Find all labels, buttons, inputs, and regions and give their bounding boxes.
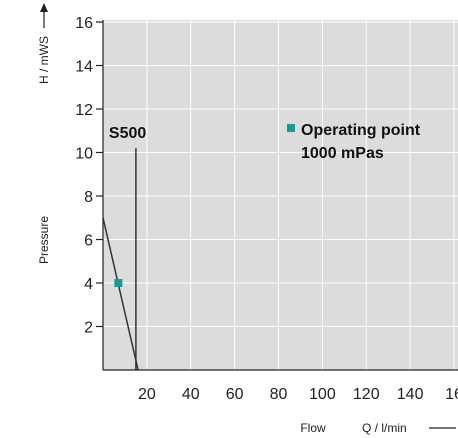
y-axis-arrow-head — [40, 3, 48, 12]
x-tick-label-4: 100 — [309, 386, 336, 403]
y-tick-label-3: 8 — [84, 189, 93, 206]
y-tick-label-6: 14 — [75, 59, 93, 76]
plot-area — [103, 20, 458, 370]
axes — [96, 20, 458, 371]
operating-point-marker — [114, 279, 123, 287]
operating-point-legend-viscosity: 1000 mPas — [301, 145, 384, 162]
y-tick-label-4: 10 — [75, 146, 93, 163]
x-tick-label-5: 120 — [353, 386, 380, 403]
x-tick-label-7: 16 — [445, 386, 458, 403]
x-tick-label-2: 60 — [226, 386, 244, 403]
y-tick-label-0: 2 — [84, 320, 93, 337]
operating-point-legend-marker — [287, 124, 295, 132]
x-tick-label-6: 140 — [397, 386, 424, 403]
curve-label-s500: S500 — [109, 125, 146, 142]
x-tick-label-0: 20 — [138, 386, 156, 403]
y-tick-label-5: 12 — [75, 102, 93, 119]
x-axis-unit-label: Q / l/min — [362, 421, 407, 435]
tick-labels: 2 4 6 8 10 12 14 16 20 40 60 80 100 120 140 16 — [75, 15, 458, 403]
series-layer — [102, 148, 139, 371]
y-tick-label-7: 16 — [75, 15, 93, 32]
x-tick-label-3: 80 — [270, 386, 288, 403]
operating-point-legend-label: Operating point — [301, 122, 421, 139]
y-axis-name-label: Pressure — [37, 216, 51, 264]
x-axis-name-label: Flow — [300, 421, 326, 435]
grid — [103, 20, 458, 370]
x-tick-label-1: 40 — [182, 386, 200, 403]
y-tick-label-1: 4 — [84, 276, 93, 293]
y-tick-label-2: 6 — [84, 233, 93, 250]
y-axis-unit-label: H / mWS — [37, 36, 51, 84]
series-line-0 — [102, 217, 139, 371]
